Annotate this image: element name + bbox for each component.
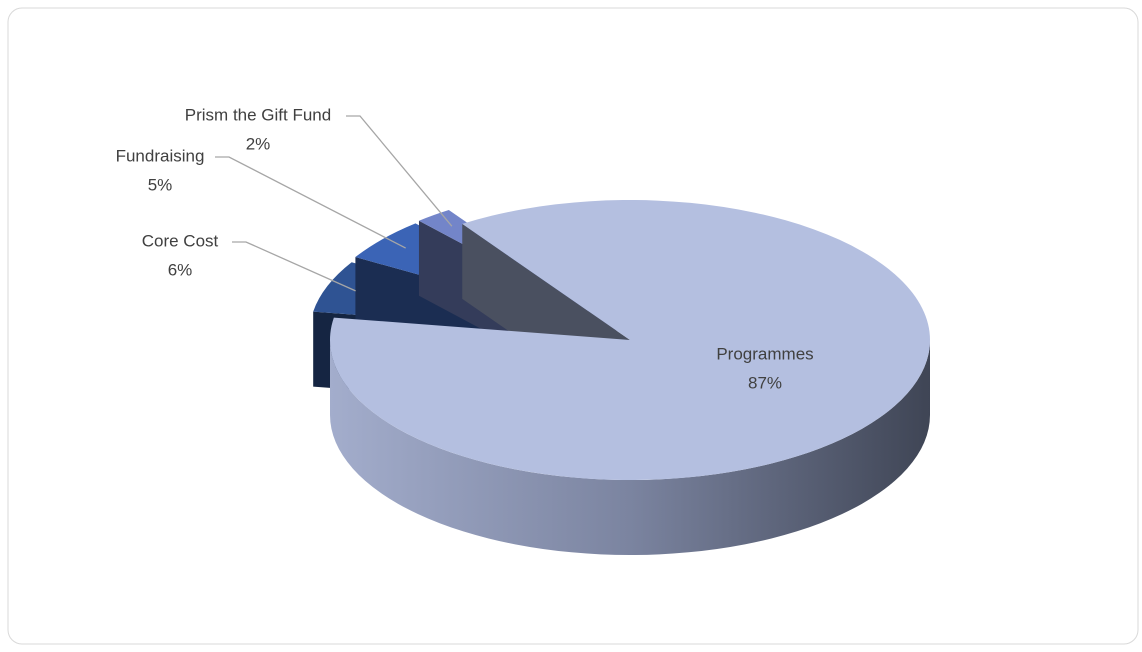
data-label-name: Fundraising [116, 146, 205, 165]
leader-line [215, 156, 406, 249]
slice [330, 199, 930, 480]
slice-side [330, 340, 930, 555]
leader-line [232, 241, 356, 292]
data-label-value: 5% [148, 175, 173, 194]
data-label-value: 2% [246, 134, 271, 153]
data-label-name: Prism the Gift Fund [185, 105, 331, 124]
data-label-value: 6% [168, 260, 193, 279]
data-label-name: Programmes [716, 344, 813, 363]
data-label-name: Core Cost [142, 231, 219, 250]
data-label-value: 87% [748, 373, 782, 392]
leader-line [346, 115, 453, 227]
